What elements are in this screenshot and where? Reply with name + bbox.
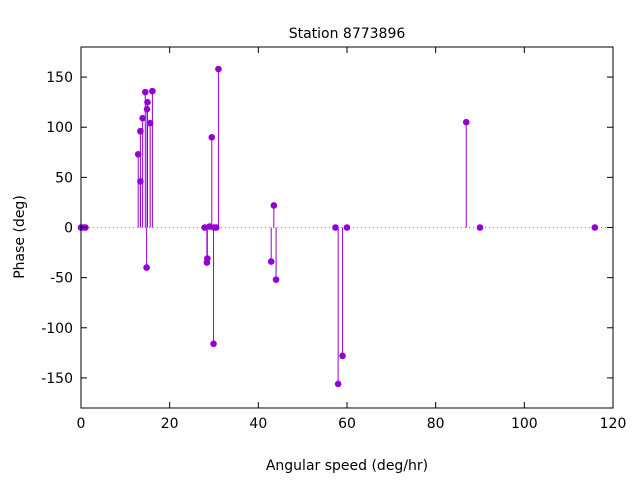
data-point-25	[332, 224, 339, 231]
x-tick-label: 80	[427, 416, 445, 432]
data-point-9	[143, 105, 151, 113]
data-point-6	[139, 114, 146, 122]
data-point-4	[137, 178, 144, 185]
data-point-31	[591, 224, 599, 231]
x-tick-label: 100	[511, 416, 538, 432]
y-axis-label: Phase (deg)	[12, 195, 28, 279]
x-tick-label: 120	[600, 416, 627, 432]
data-point-11	[146, 119, 154, 127]
data-point-24	[272, 276, 280, 283]
point-group	[77, 65, 599, 388]
y-tick-label: -150	[41, 371, 73, 387]
x-axis-ticks: 0 20 40 60 80 100 120	[77, 47, 627, 432]
data-point-28	[343, 224, 351, 231]
data-point-27	[339, 352, 346, 360]
data-point-12	[149, 87, 156, 95]
y-tick-label: -50	[50, 271, 73, 287]
x-axis-label: Angular speed (deg/hr)	[266, 458, 428, 474]
data-point-22	[267, 258, 275, 265]
data-point-10	[144, 98, 151, 106]
data-point-3	[134, 150, 142, 158]
y-tick-label: -100	[41, 321, 73, 337]
plot-frame	[80, 46, 614, 409]
data-point-7	[141, 88, 149, 96]
y-tick-label: 50	[55, 170, 73, 186]
data-point-29	[462, 118, 470, 126]
y-tick-label: 100	[46, 120, 73, 136]
x-tick-label: 40	[249, 416, 267, 432]
data-point-20	[212, 224, 220, 231]
data-point-5	[137, 127, 144, 135]
data-point-15	[204, 255, 211, 262]
y-tick-label: 150	[46, 70, 73, 86]
x-tick-label: 60	[338, 416, 356, 432]
y-tick-label: 0	[64, 221, 73, 237]
data-point-23	[270, 202, 278, 209]
data-point-18	[210, 340, 217, 348]
data-point-8	[143, 264, 150, 271]
data-point-21	[215, 65, 222, 73]
chart-title: Station 8773896	[289, 26, 406, 42]
y-axis-ticks: -150 -100 -50 0 50 100 150	[41, 70, 613, 387]
data-point-17	[208, 133, 216, 141]
x-tick-label: 20	[161, 416, 179, 432]
stem-group	[137, 69, 467, 384]
data-point-26	[334, 380, 342, 388]
x-tick-label: 0	[77, 416, 86, 432]
data-point-30	[476, 224, 484, 231]
